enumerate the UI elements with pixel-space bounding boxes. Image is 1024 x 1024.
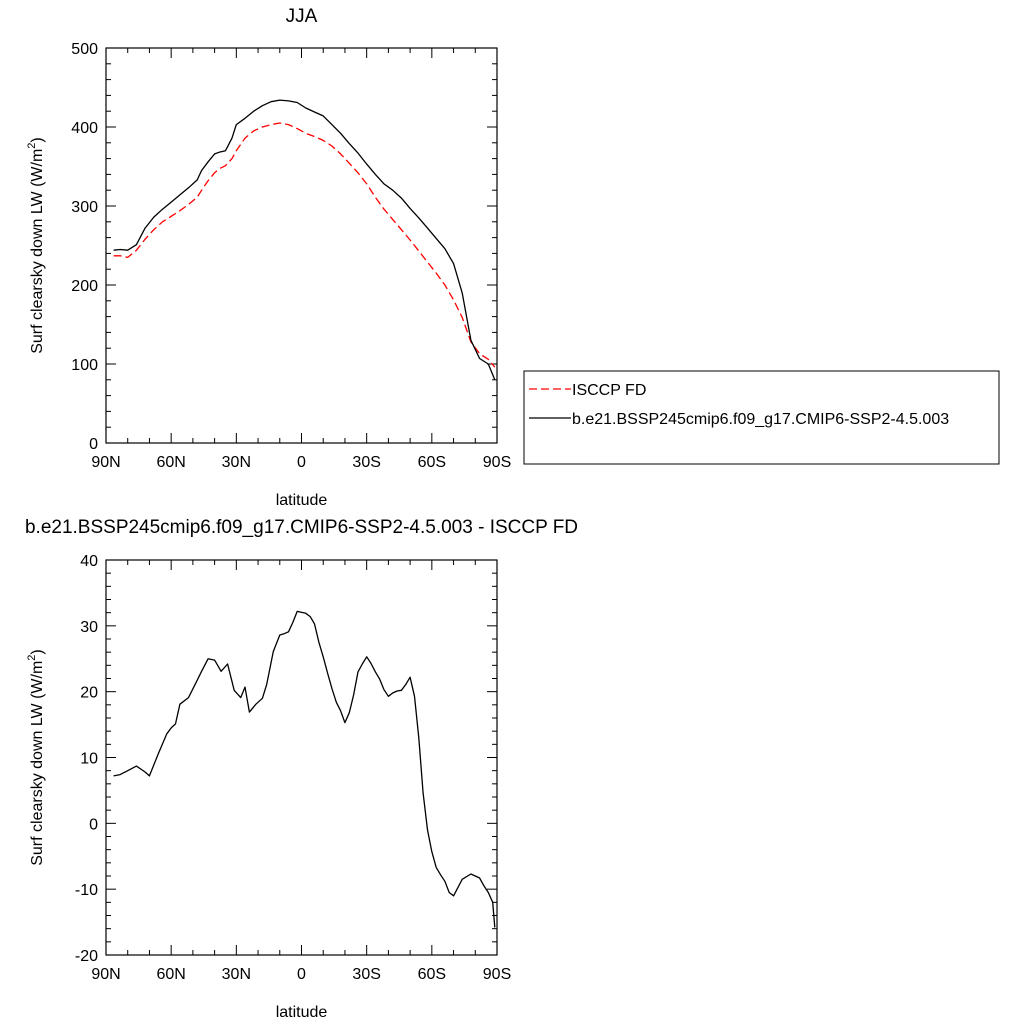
plot-frame-2 bbox=[105, 559, 498, 956]
y-axis-label: Surf clearsky down LW (W/m2) bbox=[26, 137, 46, 354]
x-tick-label: 0 bbox=[297, 966, 306, 983]
x-tick-label: 0 bbox=[297, 454, 306, 471]
x-tick-label: 30S bbox=[352, 966, 380, 983]
x-tick-label: 60N bbox=[156, 454, 185, 471]
y-axis-label-text: Surf clearsky down LW (W/m bbox=[29, 149, 46, 354]
y-tick-label: 30 bbox=[80, 619, 98, 636]
chart-panel-1: JJA 90N 60N 30N 0 30S 60S 90S 0 100 200 300 400 500 la… bbox=[26, 6, 1000, 509]
legend-label-2: b.e21.BSSP245cmip6.f09_g17.CMIP6-SSP2-4.… bbox=[572, 411, 949, 428]
y-tick-label: 200 bbox=[71, 278, 98, 295]
chart-title-1: JJA bbox=[286, 6, 318, 27]
y-axis-label-sup: 2 bbox=[26, 143, 38, 149]
x-tick-label: 60S bbox=[418, 966, 446, 983]
legend: ISCCP FD b.e21.BSSP245cmip6.f09_g17.CMIP6… bbox=[523, 370, 1000, 465]
legend-box bbox=[523, 370, 1000, 465]
y-tick-label: -10 bbox=[75, 882, 98, 899]
y-axis-label: Surf clearsky down LW (W/m2) bbox=[26, 649, 46, 866]
y-tick-label: -20 bbox=[75, 948, 98, 965]
x-tick-label: 30S bbox=[352, 454, 380, 471]
y-tick-label: 400 bbox=[71, 120, 98, 137]
x-tick-label: 90N bbox=[91, 966, 120, 983]
y-tick-label: 20 bbox=[80, 685, 98, 702]
y-axis-label-close: ) bbox=[29, 649, 46, 654]
y-axis-label-text: Surf clearsky down LW (W/m bbox=[29, 661, 46, 866]
y-axis-label-close: ) bbox=[29, 137, 46, 142]
series-line-model bbox=[113, 99, 496, 381]
y-tick-label: 300 bbox=[71, 199, 98, 216]
x-tick-label: 30N bbox=[222, 454, 251, 471]
y-tick-label: 500 bbox=[71, 41, 98, 58]
x-tick-label: 90S bbox=[483, 454, 511, 471]
y-tick-label: 10 bbox=[80, 751, 98, 768]
series-line-isccp-fd bbox=[113, 122, 496, 368]
x-tick-label: 30N bbox=[222, 966, 251, 983]
y-tick-label: 100 bbox=[71, 357, 98, 374]
series-line-difference bbox=[113, 610, 496, 928]
x-tick-label: 90N bbox=[91, 454, 120, 471]
x-axis-label: latitude bbox=[276, 1004, 328, 1021]
y-tick-label: 40 bbox=[80, 553, 98, 570]
legend-label-1: ISCCP FD bbox=[572, 382, 646, 399]
chart-title-2: b.e21.BSSP245cmip6.f09_g17.CMIP6-SSP2-4.… bbox=[25, 517, 578, 538]
y-tick-label: 0 bbox=[89, 816, 98, 833]
x-tick-label: 60N bbox=[156, 966, 185, 983]
x-axis-label: latitude bbox=[276, 492, 328, 509]
x-tick-label: 60S bbox=[418, 454, 446, 471]
y-tick-label: 0 bbox=[89, 436, 98, 453]
y-axis-label-sup: 2 bbox=[26, 655, 38, 661]
x-tick-label: 90S bbox=[483, 966, 511, 983]
plot-frame-1 bbox=[105, 47, 498, 444]
chart-panel-2: b.e21.BSSP245cmip6.f09_g17.CMIP6-SSP2-4.… bbox=[25, 517, 578, 1021]
